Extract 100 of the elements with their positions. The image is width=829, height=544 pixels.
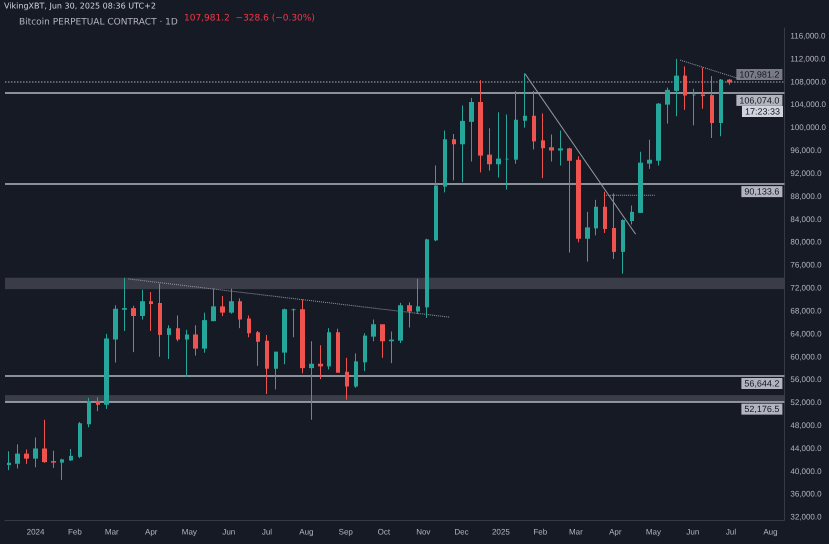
candlestick xyxy=(710,76,714,138)
y-tick-label: 112,000.0 xyxy=(790,54,826,64)
candlestick xyxy=(327,328,331,370)
candlestick xyxy=(452,133,456,181)
candlestick xyxy=(318,344,323,380)
candlestick xyxy=(389,331,394,364)
candlestick xyxy=(211,288,216,322)
ref-line-label: 90,133.6 xyxy=(744,186,780,197)
candlestick xyxy=(496,112,501,178)
chart-title: Bitcoin PERPETUAL CONTRACT · 1D xyxy=(19,18,178,28)
candlestick xyxy=(140,289,145,320)
x-tick-label: Apr xyxy=(144,528,158,536)
ref-line-label: 56,644.2 xyxy=(744,378,780,388)
candlestick xyxy=(336,328,340,374)
candlestick xyxy=(104,333,109,410)
candlestick xyxy=(78,422,82,459)
candlestick xyxy=(220,296,225,317)
annotation: 17:23:33 xyxy=(744,106,780,116)
y-tick-label: 104,000.0 xyxy=(790,100,827,110)
y-tick-label: 116,000.0 xyxy=(790,32,826,41)
candlestick xyxy=(425,238,429,318)
text: VikingXBT, Jun 30, 2025 08:36 UTC+2 xyxy=(4,2,156,10)
candlestick xyxy=(202,312,207,354)
candlestick xyxy=(576,156,581,243)
x-tick-label: Nov xyxy=(416,528,430,536)
candlestick xyxy=(514,90,518,164)
candlestick xyxy=(567,147,572,254)
candlestick xyxy=(603,191,607,234)
x-tick-label: Jul xyxy=(726,528,736,536)
candlestick xyxy=(585,211,590,262)
candlestick xyxy=(167,324,171,360)
candlestick xyxy=(523,72,527,128)
candlestick xyxy=(674,58,679,117)
x-tick-label: Jun xyxy=(222,528,236,536)
candlestick xyxy=(193,324,198,356)
candlestick xyxy=(122,277,127,332)
y-tick-label: 64,000.0 xyxy=(790,329,822,338)
x-tick-label: Oct xyxy=(378,528,391,536)
candlestick xyxy=(363,332,367,372)
x-tick-label: 2024 xyxy=(26,528,45,536)
candlestick xyxy=(727,78,732,86)
x-tick-label: May xyxy=(182,528,197,536)
candlestick xyxy=(15,444,20,469)
y-tick-label: 76,000.0 xyxy=(790,260,822,270)
y-tick-label: 72,000.0 xyxy=(790,284,822,293)
candlestick xyxy=(158,282,162,358)
candlestick xyxy=(42,419,47,464)
x-tick-label: Feb xyxy=(533,528,548,536)
candlestick xyxy=(265,334,269,394)
candlestick xyxy=(238,298,242,329)
candlestick xyxy=(229,288,234,314)
y-tick-label: 96,000.0 xyxy=(790,146,822,156)
x-tick-label: Apr xyxy=(609,528,622,536)
candlestick xyxy=(371,319,376,342)
candlestick xyxy=(96,396,100,412)
candlestick xyxy=(621,218,625,274)
y-tick-label: 88,000.0 xyxy=(790,192,822,201)
candlestick xyxy=(487,128,492,172)
candlestick xyxy=(131,305,136,353)
candlestick xyxy=(443,130,447,193)
ref-line-label: 52,176.5 xyxy=(744,404,780,414)
candlestick xyxy=(185,329,189,378)
x-tick-label: Aug xyxy=(299,528,314,536)
candlestick xyxy=(176,315,180,342)
candlestick xyxy=(416,278,420,314)
x-tick-label: Mar xyxy=(569,528,584,536)
candlestick xyxy=(505,114,509,190)
y-tick-label: 100,000.0 xyxy=(790,123,827,132)
candlestick xyxy=(719,78,723,137)
ref-line-label: 107,981.2 xyxy=(739,69,780,80)
y-tick-label: 60,000.0 xyxy=(790,352,822,362)
y-tick-label: 52,000.0 xyxy=(790,398,822,408)
y-tick-label: 68,000.0 xyxy=(790,306,822,316)
candlestick xyxy=(469,97,474,162)
text: 107,981.2 −328.6 (−0.30%) xyxy=(184,14,315,24)
candlestick xyxy=(380,324,385,358)
x-tick-label: Jun xyxy=(686,528,700,536)
x-tick-label: Jul xyxy=(262,528,272,536)
candlestick xyxy=(291,308,296,338)
y-tick-label: 44,000.0 xyxy=(790,444,822,453)
candlestick xyxy=(345,357,349,400)
candlestick xyxy=(558,130,563,166)
y-tick-label: 32,000.0 xyxy=(790,512,822,522)
candlestick xyxy=(541,112,545,179)
y-tick-label: 40,000.0 xyxy=(790,466,822,476)
candlestick xyxy=(594,199,598,236)
candlestick xyxy=(24,449,29,464)
candlestick xyxy=(647,139,652,170)
candlestick xyxy=(113,304,118,363)
candlestick xyxy=(247,315,251,338)
x-tick-label: Dec xyxy=(454,528,469,536)
candlestick xyxy=(60,458,64,480)
ref-line-label: 106,074.0 xyxy=(739,95,780,106)
candlestick xyxy=(300,298,305,374)
candlestick xyxy=(274,352,278,390)
y-tick-label: 80,000.0 xyxy=(790,238,822,247)
candlestick xyxy=(7,450,11,471)
candlestick xyxy=(665,87,670,124)
candlestick xyxy=(683,66,687,110)
y-tick-label: 108,000.0 xyxy=(790,77,827,86)
